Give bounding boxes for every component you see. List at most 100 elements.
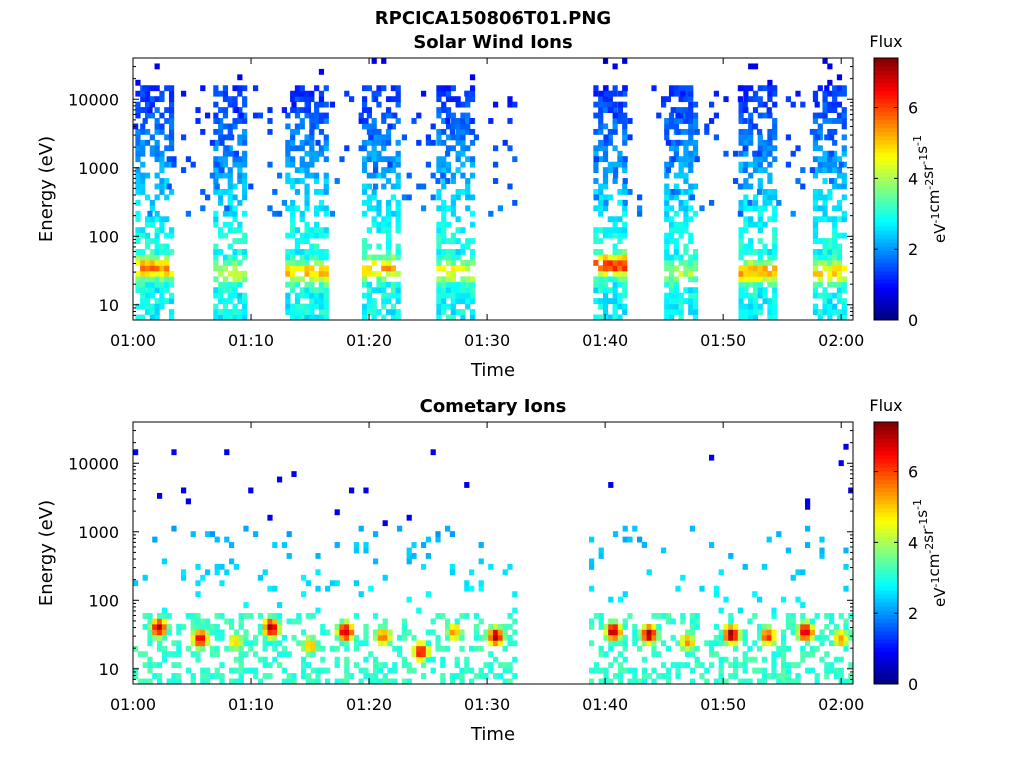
heatmap-cell-solar-wind (309, 161, 315, 168)
heatmap-cell-cometary (512, 673, 518, 679)
heatmap-cell-cometary (843, 645, 849, 652)
heatmap-cell-solar-wind (144, 281, 151, 288)
heatmap-cell-solar-wind (757, 101, 763, 108)
heatmap-cell-solar-wind (664, 128, 670, 135)
heatmap-cell-solar-wind (460, 189, 466, 195)
heatmap-cell-solar-wind (304, 112, 310, 119)
heatmap-cell-solar-wind (738, 238, 744, 244)
heatmap-cell-cometary (440, 613, 446, 619)
heatmap-cell-solar-wind (450, 205, 456, 212)
heatmap-cell-solar-wind (290, 210, 296, 217)
heatmap-cell-solar-wind (385, 249, 392, 255)
heatmap-cell-solar-wind (678, 205, 684, 212)
heatmap-cell-solar-wind (140, 259, 146, 266)
heatmap-cell-solar-wind (598, 199, 604, 206)
heatmap-cell-solar-wind (237, 156, 243, 163)
heatmap-cell-solar-wind (309, 243, 315, 250)
heatmap-cell-solar-wind (385, 178, 392, 184)
heatmap-cell-solar-wind (227, 298, 233, 305)
heatmap-cell-solar-wind (752, 161, 759, 168)
heatmap-cell-cometary (641, 542, 647, 548)
heatmap-cell-solar-wind (294, 281, 301, 288)
heatmap-cell-solar-wind (602, 309, 609, 315)
heatmap-cell-cometary (718, 569, 724, 576)
heatmap-cell-cometary (190, 640, 196, 647)
heatmap-cell-cometary (603, 673, 609, 679)
heatmap-cell-cometary (205, 618, 211, 625)
heatmap-cell-solar-wind (218, 270, 224, 277)
heatmap-cell-solar-wind (361, 156, 368, 163)
heatmap-cell-solar-wind (242, 183, 248, 190)
heatmap-cell-cometary (377, 640, 383, 647)
colorbar-tick-label-cometary: 4 (908, 533, 918, 552)
heatmap-cell-solar-wind (154, 150, 160, 157)
heatmap-cell-solar-wind (455, 194, 461, 201)
heatmap-cell-cometary (205, 623, 211, 630)
heatmap-cell-solar-wind (421, 183, 427, 190)
heatmap-cell-solar-wind (678, 259, 684, 266)
heatmap-cell-solar-wind (181, 134, 187, 141)
heatmap-cell-cometary (464, 667, 470, 674)
heatmap-cell-solar-wind (213, 243, 219, 250)
heatmap-cell-solar-wind (678, 107, 684, 113)
heatmap-cell-cometary (200, 623, 206, 630)
heatmap-cell-cometary (363, 667, 369, 674)
heatmap-cell-solar-wind (460, 287, 466, 294)
heatmap-cell-solar-wind (318, 227, 325, 234)
heatmap-cell-solar-wind (812, 156, 819, 163)
heatmap-cell-cometary (622, 623, 628, 630)
heatmap-cell-solar-wind (683, 150, 689, 157)
heatmap-cell-cometary (233, 634, 239, 641)
heatmap-cell-solar-wind (140, 123, 146, 130)
heatmap-cell-solar-wind (401, 194, 407, 201)
heatmap-cell-solar-wind (607, 227, 613, 234)
heatmap-cell-cometary (344, 645, 350, 652)
heatmap-cell-solar-wind (344, 90, 350, 97)
heatmap-cell-solar-wind (285, 254, 291, 261)
heatmap-cell-cometary (848, 673, 854, 679)
heatmap-cell-solar-wind (460, 259, 466, 266)
heatmap-cell-cometary (243, 602, 249, 608)
heatmap-cell-solar-wind (222, 265, 229, 272)
heatmap-cell-solar-wind (299, 309, 305, 315)
heatmap-cell-solar-wind (607, 276, 613, 283)
heatmap-cell-cometary (219, 634, 225, 641)
heatmap-cell-solar-wind (673, 265, 679, 272)
heatmap-cell-solar-wind (688, 254, 694, 261)
heatmap-cell-cometary (454, 673, 460, 679)
heatmap-cell-solar-wind (441, 85, 447, 92)
heatmap-cell-solar-wind (416, 183, 422, 190)
heatmap-cell-solar-wind (607, 254, 613, 261)
heatmap-cell-solar-wind (465, 205, 471, 212)
heatmap-cell-cometary (392, 667, 398, 674)
heatmap-cell-solar-wind (776, 199, 782, 206)
heatmap-cell-solar-wind (748, 205, 754, 212)
heatmap-cell-cometary (665, 678, 671, 685)
heatmap-cell-cometary (435, 634, 441, 641)
heatmap-cell-solar-wind (692, 254, 699, 261)
heatmap-cell-solar-wind (441, 128, 447, 135)
heatmap-cell-solar-wind (376, 309, 382, 315)
heatmap-cell-solar-wind (688, 265, 694, 272)
heatmap-cell-cometary (171, 525, 177, 532)
heatmap-cell-solar-wind (737, 210, 743, 217)
heatmap-cell-cometary (805, 618, 811, 625)
heatmap-cell-cometary (440, 656, 446, 663)
heatmap-cell-solar-wind (748, 270, 754, 277)
heatmap-cell-cometary (454, 623, 460, 630)
heatmap-cell-solar-wind (673, 156, 679, 163)
heatmap-cell-solar-wind (742, 145, 748, 152)
heatmap-cell-cometary (363, 487, 369, 494)
heatmap-cell-cometary (214, 629, 220, 636)
heatmap-cell-cometary (133, 673, 139, 679)
heatmap-cell-solar-wind (772, 243, 778, 250)
heatmap-cell-solar-wind (290, 303, 296, 310)
heatmap-cell-solar-wind (841, 118, 847, 124)
heatmap-cell-cometary (790, 623, 796, 630)
heatmap-cell-cometary (723, 596, 729, 603)
heatmap-cell-solar-wind (436, 107, 442, 113)
heatmap-cell-solar-wind (460, 249, 466, 255)
heatmap-cells-cometary (133, 443, 854, 685)
heatmap-cell-solar-wind (622, 118, 628, 124)
heatmap-cell-cometary (473, 673, 479, 679)
